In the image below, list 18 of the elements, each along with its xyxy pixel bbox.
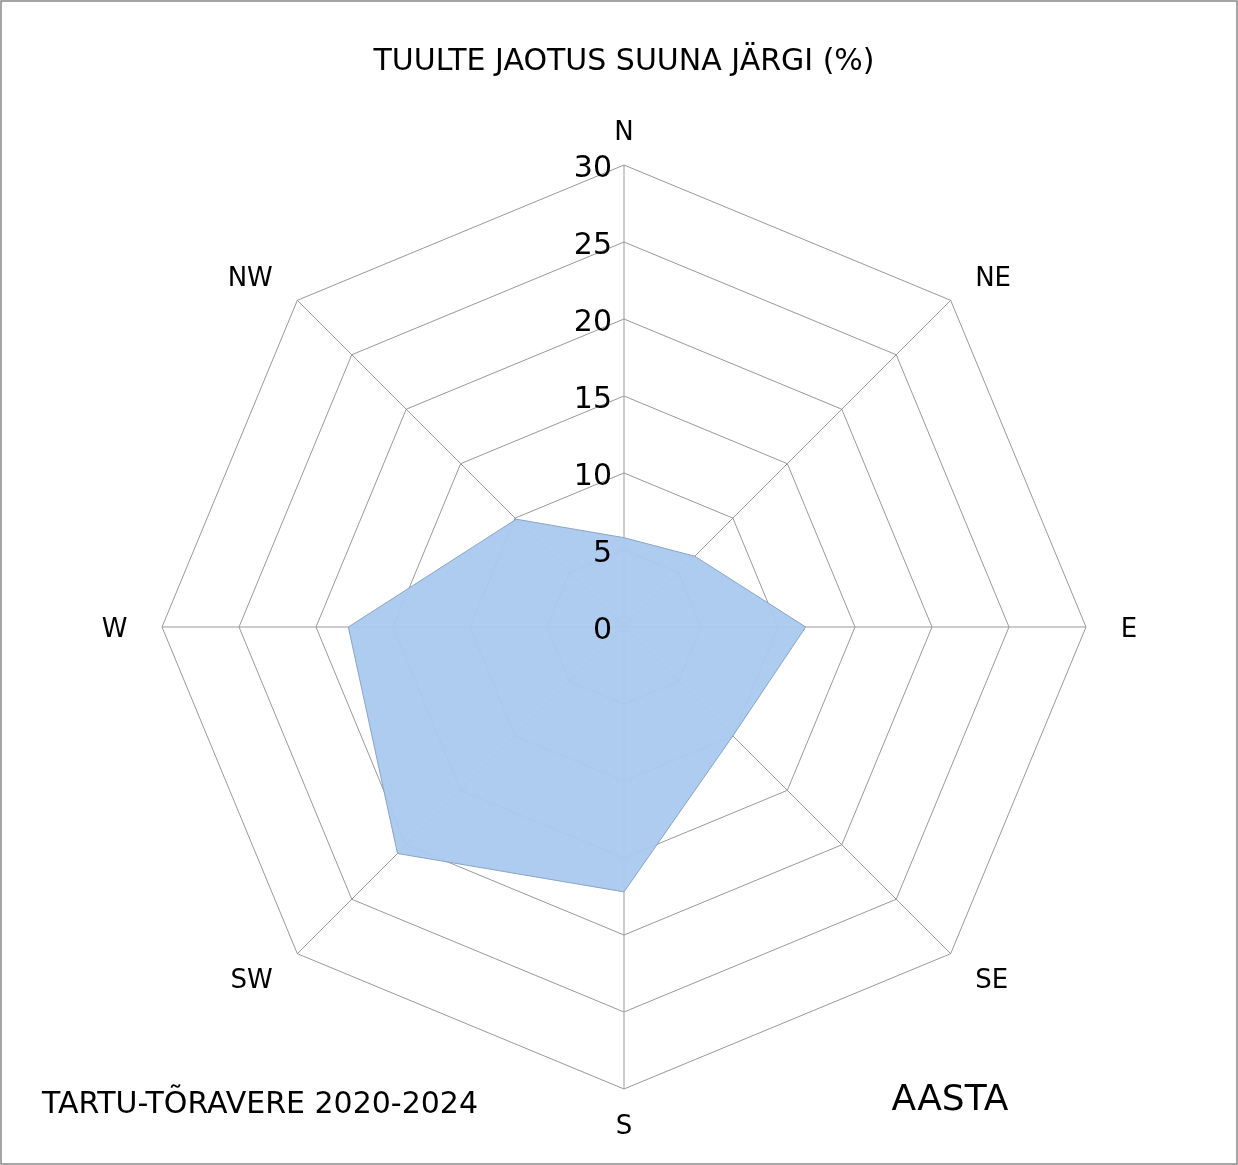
spoke-label: W	[101, 613, 128, 643]
spoke-label: S	[615, 1109, 633, 1140]
spoke-label: N	[614, 116, 634, 147]
text: AASTA	[891, 1077, 1009, 1118]
spoke-label: SW	[230, 964, 273, 995]
spoke-label: SE	[975, 964, 1009, 995]
y-tick-label: 20	[573, 303, 612, 338]
y-tick-label: 0	[592, 611, 612, 646]
y-tick-label: 25	[573, 226, 612, 261]
chart-title: TUULTE JAOTUS SUUNA JÄRGI (%)	[372, 42, 875, 77]
spoke-label: E	[1120, 613, 1138, 643]
y-tick-label: 5	[592, 534, 612, 569]
y-tick-label: 30	[573, 149, 612, 184]
spoke-label: NW	[227, 261, 273, 292]
text: TARTU-TÕRAVERE 2020-2024	[41, 1084, 479, 1120]
y-tick-label: 10	[573, 457, 612, 492]
y-tick-label: 15	[573, 380, 612, 415]
spoke-label: NE	[975, 261, 1012, 292]
